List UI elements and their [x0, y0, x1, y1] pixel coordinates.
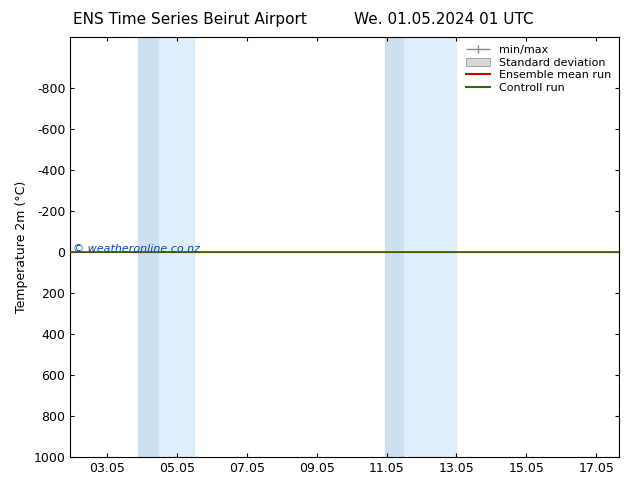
Text: © weatheronline.co.nz: © weatheronline.co.nz [73, 244, 200, 254]
Legend: min/max, Standard deviation, Ensemble mean run, Controll run: min/max, Standard deviation, Ensemble me… [461, 40, 616, 98]
Text: We. 01.05.2024 01 UTC: We. 01.05.2024 01 UTC [354, 12, 534, 27]
Text: ENS Time Series Beirut Airport: ENS Time Series Beirut Airport [74, 12, 307, 27]
Bar [385, 37, 404, 457]
Bar [138, 37, 159, 457]
Y-axis label: Temperature 2m (°C): Temperature 2m (°C) [15, 181, 28, 313]
Bar [404, 37, 456, 457]
Bar [159, 37, 195, 457]
